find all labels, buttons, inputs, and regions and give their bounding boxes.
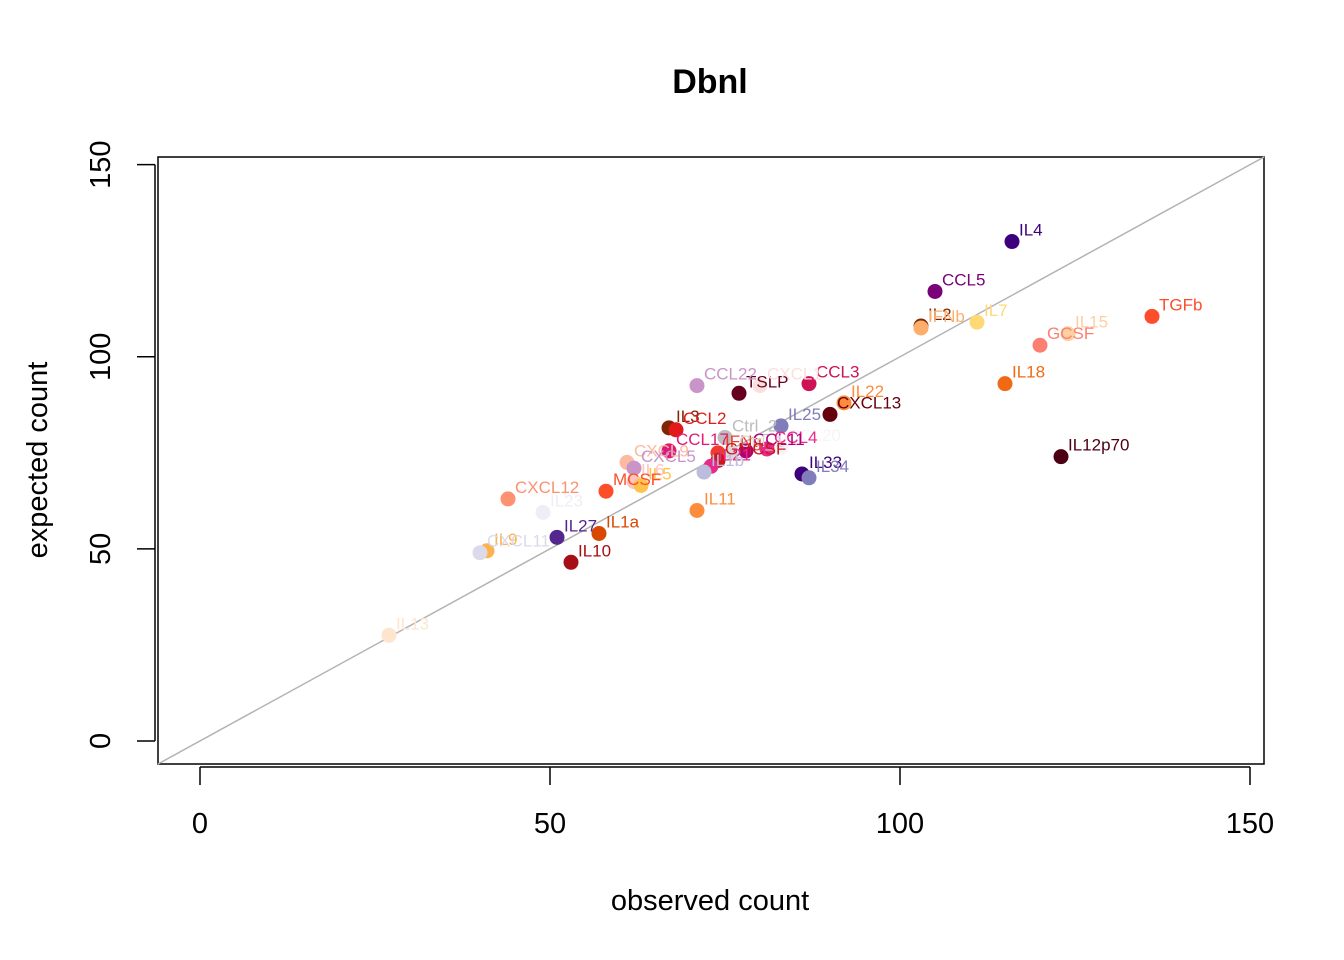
- data-point: [472, 545, 488, 561]
- data-point: [752, 378, 768, 394]
- data-point: [535, 504, 551, 520]
- point-label: TGFb: [1159, 295, 1202, 314]
- data-point: [913, 320, 929, 336]
- data-point: [1053, 449, 1069, 465]
- data-point: [689, 502, 705, 518]
- point-label: TSLP: [746, 372, 789, 391]
- point-label: IL27: [564, 516, 597, 535]
- data-point: [773, 418, 789, 434]
- point-label: IL15: [1075, 313, 1108, 332]
- data-point: [633, 477, 649, 493]
- x-axis-label: observed count: [611, 885, 809, 917]
- point-label: IL22: [851, 382, 884, 401]
- point-label: IL6: [641, 461, 665, 480]
- point-label: GCSF: [1047, 324, 1094, 343]
- points-layer: [381, 234, 1160, 643]
- point-label: IL34: [816, 457, 849, 476]
- data-point: [773, 439, 789, 455]
- point-label: CXCL5: [641, 447, 696, 466]
- point-label: IL23: [550, 491, 583, 510]
- point-label: GMCSF: [725, 440, 786, 459]
- x-tick-label: 150: [1226, 808, 1274, 840]
- data-point: [549, 529, 565, 545]
- data-point: [661, 443, 677, 459]
- data-point: [563, 554, 579, 570]
- data-point: [731, 385, 747, 401]
- point-label: IL11: [704, 489, 736, 508]
- point-label: IL33: [809, 453, 842, 472]
- chart-title: Dbnl: [672, 63, 748, 101]
- data-point: [969, 314, 985, 330]
- point-label: IL25: [788, 405, 821, 424]
- data-point: [836, 395, 852, 411]
- data-point: [1060, 326, 1076, 342]
- point-label: MCSF: [613, 470, 661, 489]
- point-label: IFNb: [928, 307, 965, 326]
- point-label: Ctrl_2: [732, 416, 777, 435]
- point-label: IL10: [578, 541, 611, 560]
- data-point: [822, 406, 838, 422]
- x-tick-label: 0: [192, 808, 208, 840]
- point-label: CCL5: [942, 270, 985, 289]
- point-label: CCL2: [683, 409, 726, 428]
- point-label: CCL20: [788, 426, 841, 445]
- point-label: IL4: [1019, 221, 1043, 240]
- data-point: [500, 491, 516, 507]
- data-point: [997, 376, 1013, 392]
- x-tick-label: 100: [876, 808, 924, 840]
- data-point: [598, 483, 614, 499]
- data-point: [801, 376, 817, 392]
- point-label: CXCL13: [837, 393, 901, 412]
- point-label: CXCL11: [487, 532, 550, 551]
- point-label: IL1a: [606, 512, 640, 531]
- point-label: CCL22: [704, 365, 757, 384]
- x-axis: 0 50 100 150: [192, 766, 1274, 840]
- y-tick-label: 50: [85, 533, 117, 565]
- point-label: IL5: [648, 464, 672, 483]
- y-tick-label: 150: [85, 140, 117, 188]
- point-label: IL3: [676, 407, 700, 426]
- data-point: [724, 445, 740, 461]
- point-label: CCL4: [774, 428, 817, 447]
- data-point: [591, 525, 607, 541]
- data-point: [717, 429, 733, 445]
- y-tick-label: 100: [85, 333, 117, 381]
- data-point: [626, 460, 642, 476]
- point-label: CCL3: [816, 363, 859, 382]
- y-axis: 0 50 100 150: [85, 140, 156, 749]
- point-label: IFNg: [725, 432, 762, 451]
- plot-area-frame: [157, 156, 1265, 765]
- point-label: CXCL9: [634, 441, 689, 460]
- point-label: CCL17: [676, 430, 729, 449]
- data-point: [738, 443, 754, 459]
- data-point: [927, 283, 943, 299]
- data-point: [1144, 308, 1160, 324]
- point-label: IL18: [1012, 363, 1045, 382]
- data-point: [381, 627, 397, 643]
- x-tick-label: 50: [534, 808, 566, 840]
- data-point: [1032, 337, 1048, 353]
- point-label: IL1b: [711, 451, 744, 470]
- point-label: IL13: [396, 614, 429, 633]
- point-label: CXCL12: [515, 478, 579, 497]
- y-tick-label: 0: [85, 733, 117, 749]
- data-point: [801, 470, 817, 486]
- y-axis-label: expected count: [22, 362, 54, 559]
- point-label: IL2: [928, 305, 952, 324]
- point-label: IL12p70: [1068, 436, 1129, 455]
- data-point: [668, 422, 684, 438]
- point-label: IL7: [984, 301, 1008, 320]
- data-point: [1004, 234, 1020, 250]
- point-label: Ctrl_1: [739, 432, 784, 451]
- point-label: CCL11: [753, 430, 805, 449]
- point-label: IL21: [718, 445, 751, 464]
- point-label: IL9: [494, 530, 518, 549]
- data-point: [759, 441, 775, 457]
- point-label: CXCL1: [767, 365, 822, 384]
- data-point: [689, 378, 705, 394]
- data-point: [696, 464, 712, 480]
